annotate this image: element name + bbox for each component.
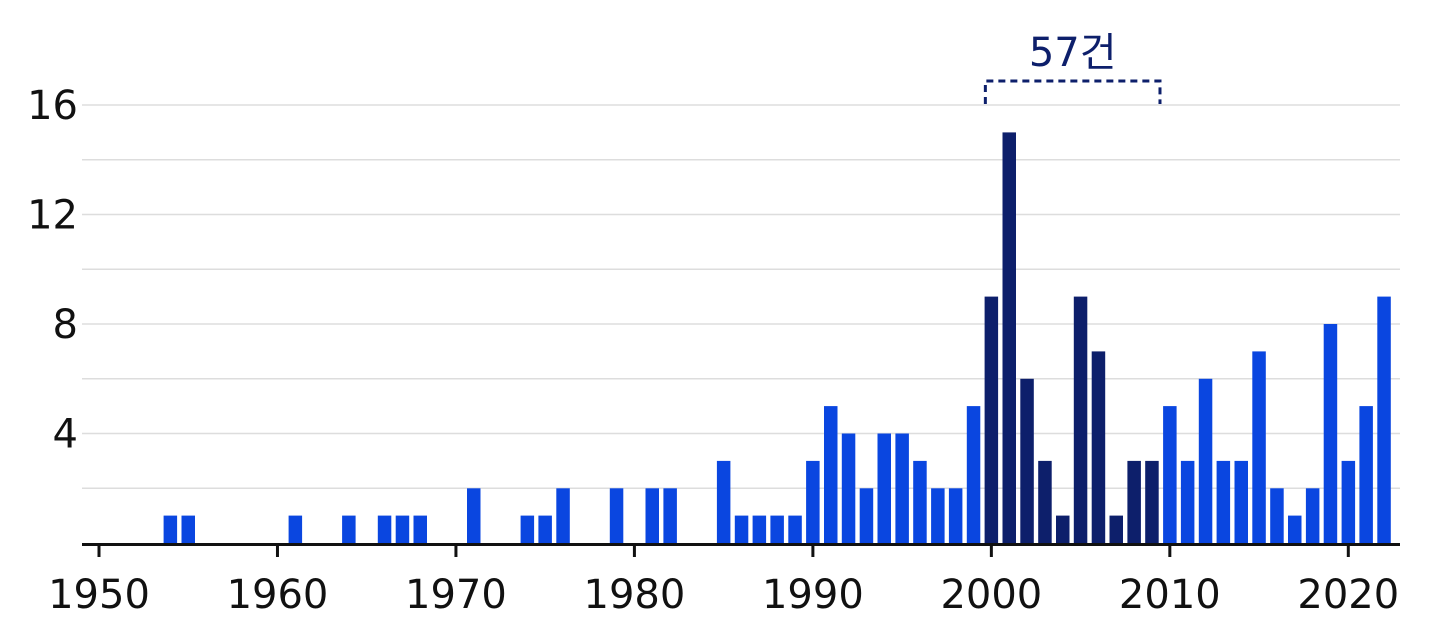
x-axis-ticks: 1950 1960 1970 1980 1990 2000 2010 2020 — [48, 543, 1399, 618]
y-tick-label: 16 — [27, 83, 78, 129]
x-tick-label: 1950 — [48, 572, 150, 618]
bar-2015 — [1252, 351, 1266, 543]
bar-2006 — [1091, 351, 1106, 543]
bar-1990 — [806, 460, 820, 543]
bar-1991 — [824, 406, 838, 543]
bar-1955 — [181, 515, 195, 543]
bar-2016 — [1270, 488, 1284, 544]
bar-1974 — [520, 515, 535, 543]
bar-2018 — [1305, 488, 1320, 544]
bar-1975 — [538, 515, 552, 543]
bar-2002 — [1020, 378, 1034, 544]
bar-1976 — [556, 488, 570, 544]
bar-1994 — [877, 433, 891, 543]
bar-2004 — [1056, 515, 1070, 543]
bar-1995 — [895, 433, 909, 543]
x-tick-label: 2000 — [940, 572, 1042, 618]
bar-1971 — [467, 488, 481, 544]
y-tick-label: 4 — [53, 412, 78, 458]
annotation-bracket: 57건 — [983, 30, 1162, 104]
bar-1986 — [734, 515, 749, 543]
x-tick-label: 2010 — [1119, 572, 1221, 618]
bar-2001 — [1002, 132, 1016, 543]
bar-2008 — [1127, 460, 1141, 543]
x-tick-label: 1980 — [584, 572, 686, 618]
bar-2020 — [1341, 460, 1356, 543]
bar-2022 — [1377, 296, 1391, 543]
bar-1999 — [966, 406, 981, 543]
bar-2017 — [1288, 515, 1302, 543]
gridlines — [82, 104, 1400, 489]
annotation-bracket-line — [983, 79, 1162, 104]
y-tick-label: 12 — [27, 193, 78, 239]
y-tick-label: 8 — [53, 302, 78, 348]
bar-2003 — [1038, 460, 1052, 543]
bar-2014 — [1234, 460, 1248, 543]
bar-2010 — [1163, 406, 1177, 543]
bar-1964 — [342, 515, 356, 543]
bar-2012 — [1198, 378, 1213, 544]
bar-1981 — [645, 488, 659, 544]
bar-1992 — [841, 433, 856, 543]
bar-1961 — [288, 515, 303, 543]
bars — [163, 132, 1391, 544]
bar-1988 — [770, 515, 784, 543]
x-tick-label: 1960 — [227, 572, 329, 618]
y-axis-ticks: 4 8 12 16 — [27, 83, 78, 458]
bar-1996 — [913, 460, 927, 543]
x-tick-label: 2020 — [1297, 572, 1399, 618]
bar-1985 — [716, 460, 731, 543]
bar-2011 — [1180, 460, 1195, 543]
x-tick-label: 1990 — [762, 572, 864, 618]
bar-2021 — [1359, 406, 1373, 543]
bar-2013 — [1216, 460, 1231, 543]
bar-2009 — [1145, 460, 1159, 543]
x-tick-label: 1970 — [405, 572, 507, 618]
bar-2000 — [984, 296, 999, 543]
bar-1967 — [395, 515, 410, 543]
bar-2005 — [1073, 296, 1088, 543]
bar-1968 — [413, 515, 427, 543]
bar-1982 — [663, 488, 677, 544]
bar-1989 — [788, 515, 802, 543]
bar-2007 — [1109, 515, 1123, 543]
annotation-label: 57건 — [1029, 30, 1117, 76]
bar-1993 — [859, 488, 874, 544]
bar-1997 — [931, 488, 945, 544]
bar-1998 — [948, 488, 963, 544]
bar-1987 — [752, 515, 767, 543]
bar-2019 — [1323, 324, 1338, 543]
bar-1954 — [163, 515, 178, 543]
bar-1966 — [377, 515, 392, 543]
bar-1979 — [609, 488, 624, 544]
